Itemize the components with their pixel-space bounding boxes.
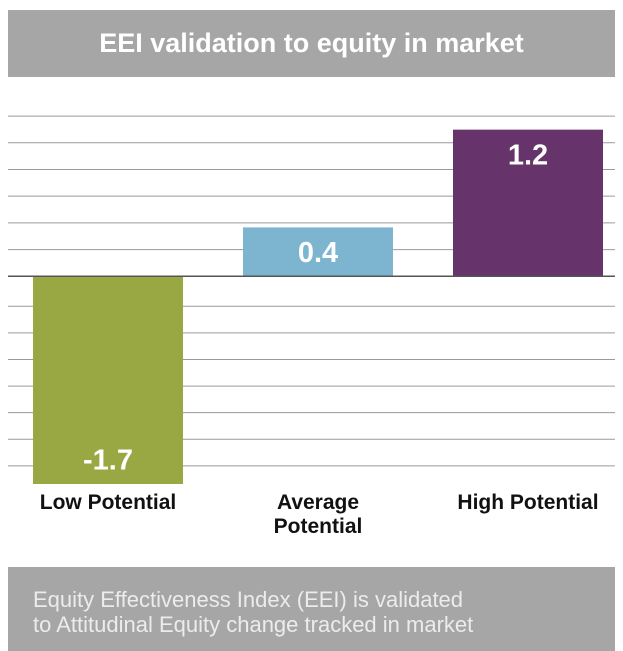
bar [243, 227, 393, 277]
category-label: High Potential [457, 491, 599, 514]
category-label: Average Potential [273, 491, 363, 538]
footnote-line: Equity Effectiveness Index (EEI) is vali… [33, 587, 464, 612]
category-label: Low Potential [39, 491, 177, 514]
chart: -1.7 0.4 1.2 [8, 115, 615, 484]
value-label: 1.2 [508, 139, 548, 171]
bar [33, 276, 183, 484]
value-label: 0.4 [298, 237, 338, 269]
bar [453, 129, 603, 277]
footnote: Equity Effectiveness Index (EEI) is vali… [8, 567, 615, 651]
chart-title: EEI validation to equity in market [8, 10, 615, 77]
footnote-line: to Attitudinal Equity change tracked in … [33, 612, 474, 637]
value-label: -1.7 [83, 445, 133, 477]
